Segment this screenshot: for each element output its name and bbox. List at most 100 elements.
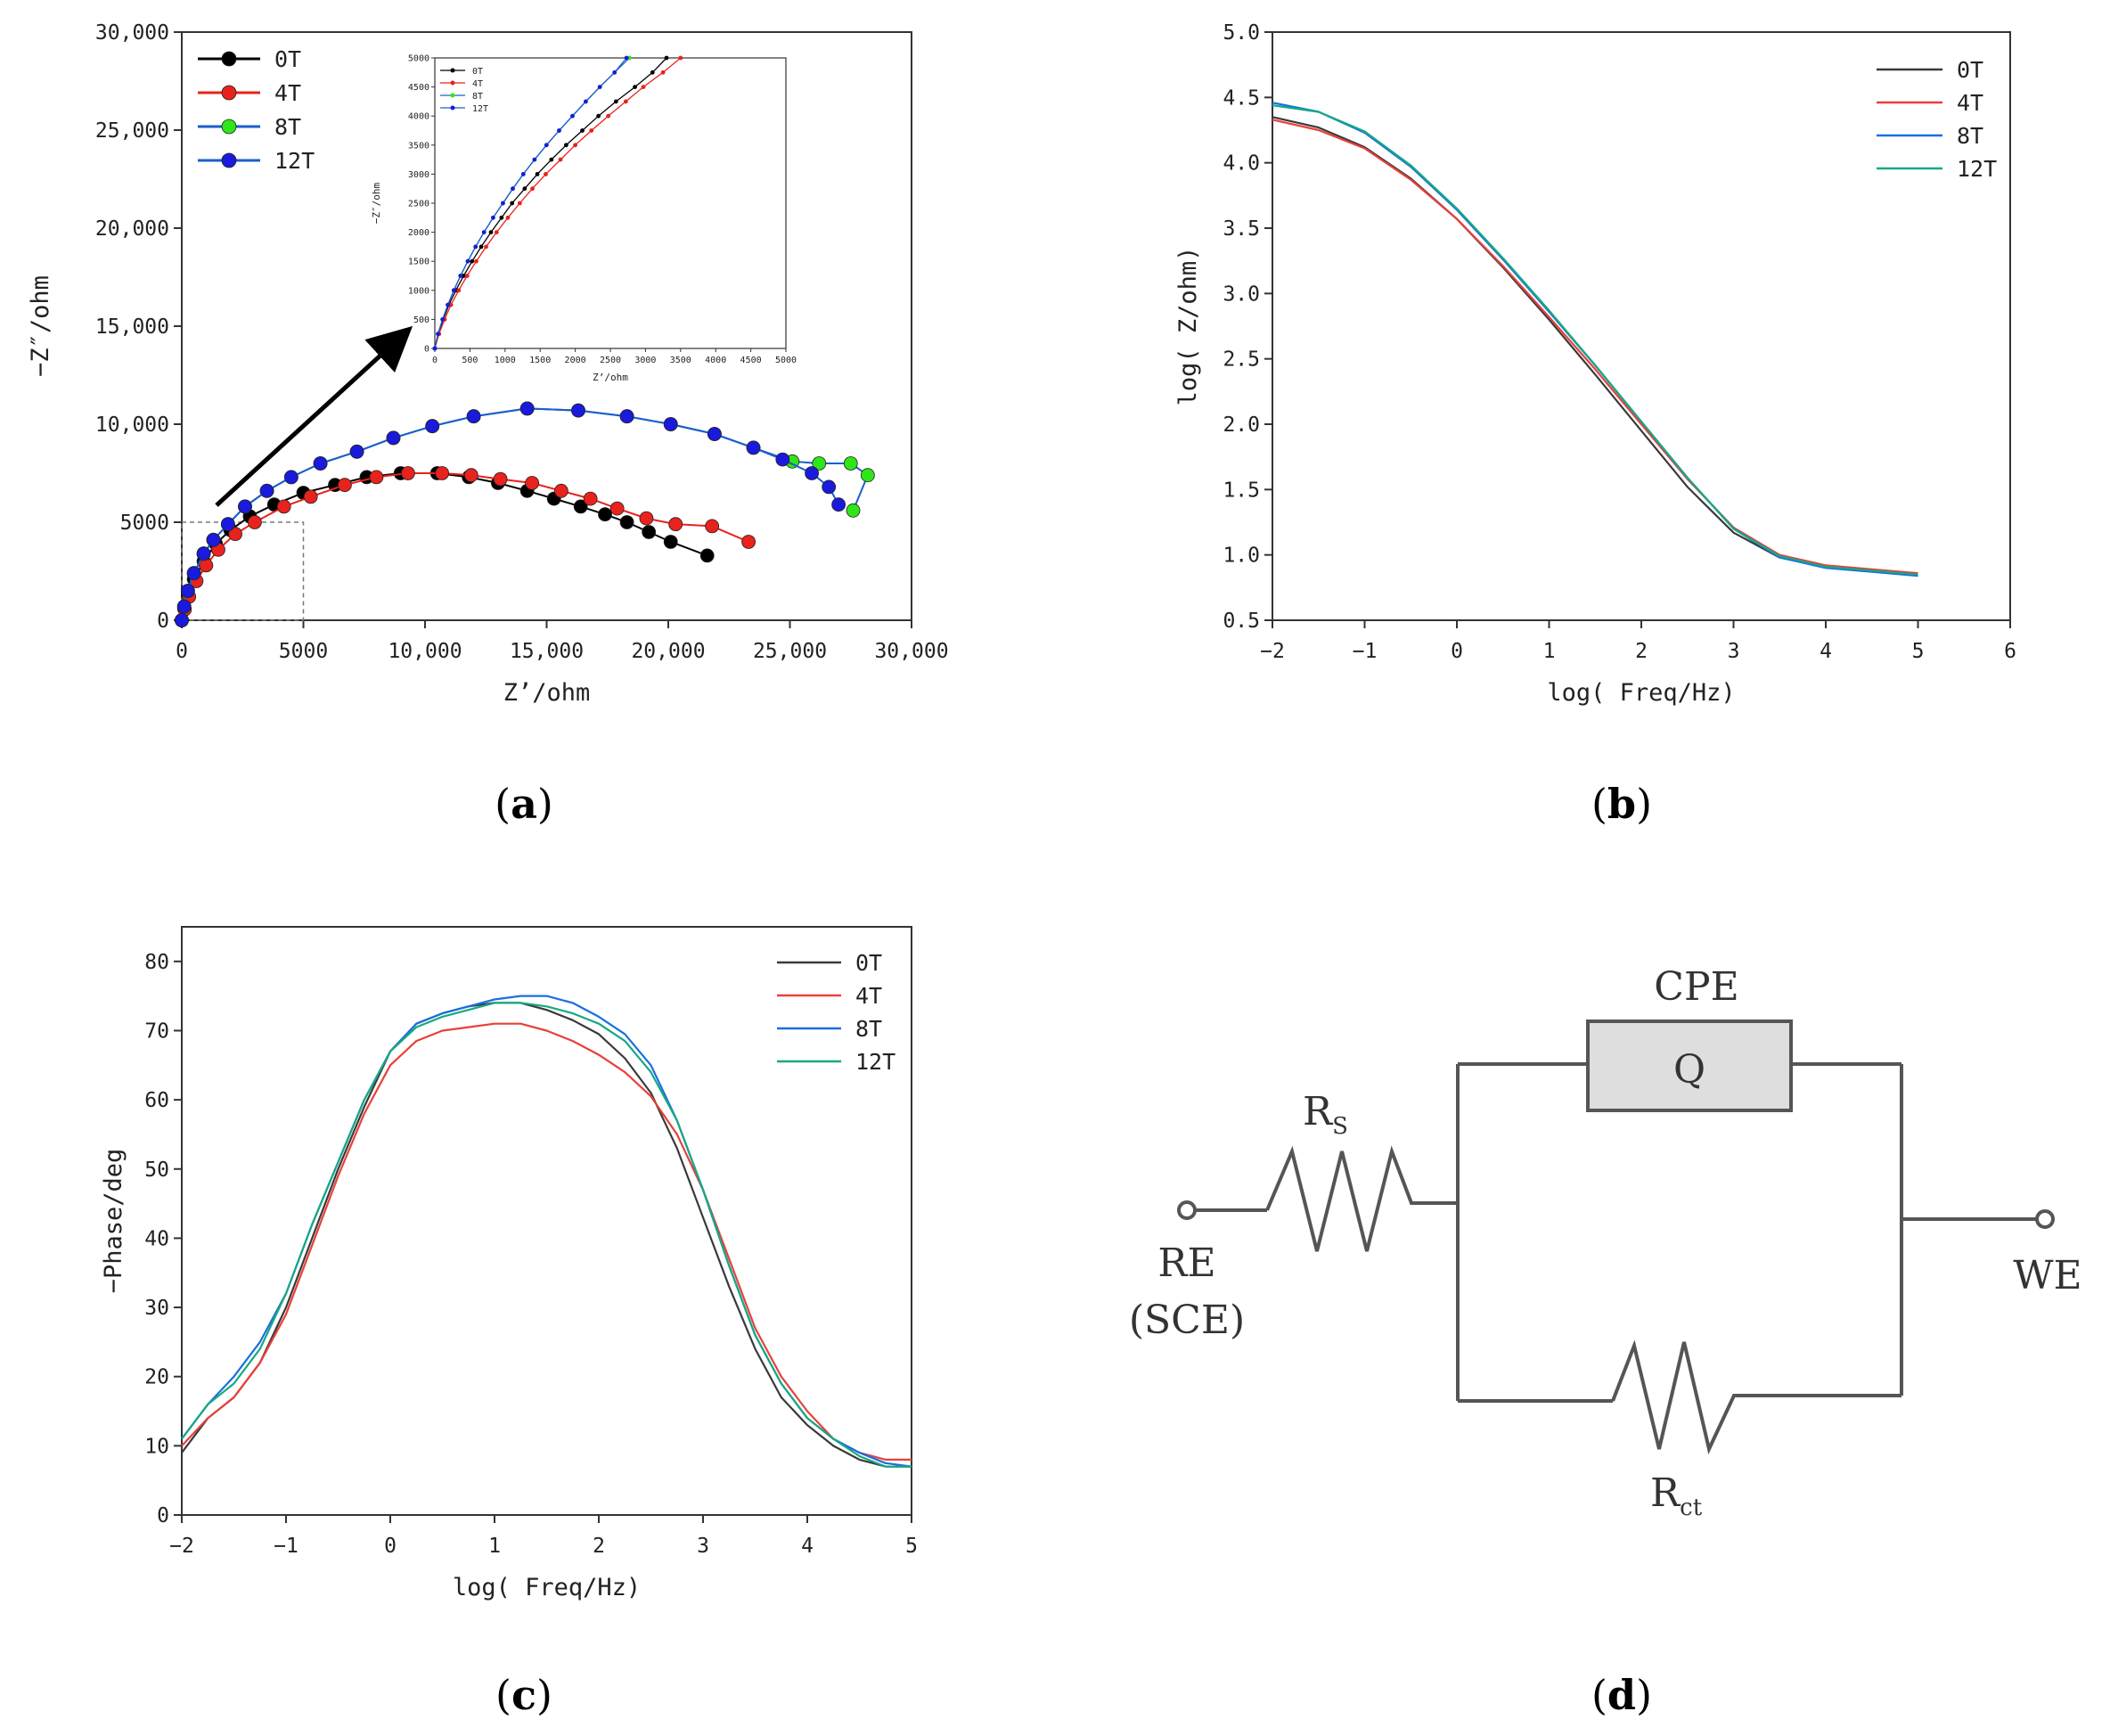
inset-data-point-4T (606, 113, 611, 119)
y-tick-label: 5000 (408, 54, 429, 64)
inset-data-point-0T (650, 70, 655, 75)
data-point-8T (843, 456, 858, 471)
data-point-12T (238, 499, 252, 514)
data-point-8T (846, 503, 861, 518)
legend-label-4T: 4T (855, 983, 882, 1009)
x-axis-label: Z’/ohm (593, 372, 628, 383)
data-point-4T (199, 558, 214, 573)
inset-data-point-4T (448, 302, 454, 307)
data-point-12T (571, 403, 585, 418)
inset-data-point-12T (458, 274, 463, 278)
data-point-12T (775, 452, 790, 467)
y-axis-label: −Z″/ohm (27, 275, 54, 377)
data-point-12T (822, 479, 837, 495)
x-tick-label: 5 (905, 1535, 918, 1558)
x-tick-label: 5 (1912, 640, 1925, 663)
x-tick-label: 20,000 (631, 640, 705, 663)
caption-b: (b) (1591, 780, 1652, 828)
x-tick-label: 30,000 (874, 640, 948, 663)
data-point-12T (220, 517, 235, 532)
inset-data-point-12T (557, 128, 561, 133)
inset-data-point-12T (520, 172, 526, 176)
legend-label-8T: 8T (1957, 123, 1983, 149)
data-point-0T (699, 548, 715, 563)
x-axis-label: log( Freq/Hz) (453, 1574, 641, 1601)
y-tick-label: 15,000 (95, 315, 169, 339)
inset-data-point-4T (464, 274, 470, 278)
inset-data-point-0T (461, 274, 466, 278)
data-point-8T (812, 456, 827, 471)
inset-data-point-4T (544, 172, 548, 176)
series-line-4T (1272, 119, 1918, 575)
y-tick-label: 10 (144, 1435, 169, 1458)
y-tick-label: 4.0 (1223, 152, 1260, 176)
re-label: RE (1157, 1241, 1215, 1286)
data-point-12T (519, 401, 535, 416)
data-point-12T (259, 483, 274, 498)
rs-label: RS (1303, 1089, 1348, 1140)
inset-data-point-12T (584, 99, 588, 104)
series-line-8T (1272, 102, 1918, 577)
data-point-4T (247, 515, 262, 529)
series-line-0T (1272, 116, 1918, 575)
data-point-4T (553, 483, 568, 498)
x-tick-label: 1 (488, 1535, 501, 1558)
cpe-element-box (1586, 1019, 1793, 1112)
inset-data-point-12T (624, 55, 629, 61)
x-tick-label: 2 (593, 1535, 605, 1558)
inset-data-point-4T (505, 215, 511, 220)
x-tick-label: 10,000 (388, 640, 462, 663)
data-point-4T (338, 478, 352, 493)
y-tick-label: 50 (144, 1159, 169, 1182)
x-tick-label: 4 (1820, 640, 1832, 663)
legend-label-0T: 0T (1957, 57, 1983, 83)
inset-data-point-12T (501, 201, 505, 206)
inset-data-point-4T (517, 201, 522, 206)
inset-legend-label-8T: 8T (472, 92, 483, 102)
inset-data-point-4T (558, 157, 563, 162)
x-tick-label: 0 (384, 1535, 397, 1558)
inset-data-point-12T (451, 288, 456, 293)
y-tick-label: 3000 (408, 170, 429, 180)
data-point-12T (206, 532, 221, 547)
y-tick-label: 1.5 (1223, 479, 1260, 502)
y-tick-label: 25,000 (95, 119, 169, 143)
data-point-4T (400, 466, 415, 480)
inset-data-point-0T (549, 157, 554, 162)
inset-data-point-12T (481, 230, 487, 234)
y-tick-label: 30,000 (95, 21, 169, 45)
inset-data-point-4T (484, 244, 488, 250)
data-point-4T (668, 517, 683, 532)
y-tick-label: 2.5 (1223, 348, 1260, 372)
inset-legend-marker-8T (450, 93, 455, 98)
series-line-12T (1272, 104, 1918, 576)
plot-frame (1272, 31, 2011, 621)
data-point-12T (619, 409, 634, 424)
inset-data-point-4T (573, 143, 577, 148)
inset-data-point-0T (522, 186, 528, 192)
inset-data-point-12T (612, 70, 617, 75)
legend-label-4T: 4T (274, 80, 301, 106)
rct-label: Rct (1650, 1470, 1703, 1521)
inset-data-point-4T (494, 230, 499, 234)
inset-data-point-12T (544, 143, 549, 148)
zoom-region-box (181, 521, 305, 621)
inset-data-point-4T (660, 70, 666, 75)
x-tick-label: 3500 (670, 356, 691, 365)
inset-legend-label-4T: 4T (472, 79, 483, 89)
data-point-4T (639, 511, 654, 526)
x-tick-label: 0 (432, 356, 438, 365)
data-point-12T (663, 417, 678, 431)
y-tick-label: 1000 (408, 286, 429, 296)
x-tick-label: 1500 (529, 356, 551, 365)
data-point-12T (349, 444, 364, 459)
inset-data-point-0T (499, 215, 504, 220)
inset-legend-marker-12T (450, 105, 455, 111)
y-tick-label: 60 (144, 1089, 169, 1112)
data-point-4T (741, 535, 756, 549)
data-point-4T (369, 470, 384, 485)
data-point-12T (746, 440, 761, 455)
legend-label-4T: 4T (1957, 90, 1983, 116)
